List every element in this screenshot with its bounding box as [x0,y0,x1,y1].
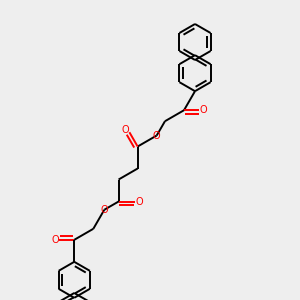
Text: O: O [51,235,59,245]
Text: O: O [135,196,143,206]
Text: O: O [122,125,129,135]
Text: O: O [153,130,160,140]
Text: O: O [200,105,207,115]
Text: O: O [100,205,108,215]
